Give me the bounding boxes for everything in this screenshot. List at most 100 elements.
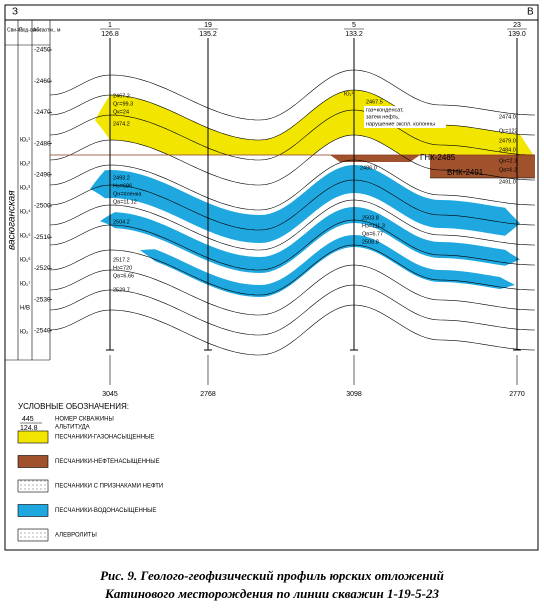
well-bottom: 2768 bbox=[200, 391, 216, 398]
depth-label: -2510 bbox=[34, 234, 51, 241]
well-annotation: Ю₁¹ bbox=[344, 91, 353, 97]
subsuite-label: Ю₁¹ bbox=[20, 138, 30, 144]
well-annotation: 2504.2 bbox=[113, 219, 130, 225]
well-bottom: 3045 bbox=[102, 391, 118, 398]
well-number: 5 bbox=[352, 22, 356, 29]
well-bottom: 2770 bbox=[509, 391, 525, 398]
col-title: Под-сви-та bbox=[19, 27, 45, 33]
col-title: Сви-та bbox=[7, 27, 23, 33]
depth-label: -2450 bbox=[34, 47, 51, 54]
legend-swatch bbox=[17, 504, 49, 517]
gas-sand bbox=[95, 90, 534, 155]
well-annotation: Qв=6.2 bbox=[499, 167, 517, 173]
subsuite-label: Ю₁³ bbox=[20, 186, 30, 192]
depth-label: -2470 bbox=[34, 109, 51, 116]
legend-swatch bbox=[17, 479, 49, 493]
well-annotation: 2493.2 bbox=[113, 175, 130, 181]
horizon bbox=[50, 109, 536, 161]
well-number: 1 bbox=[108, 22, 112, 29]
west-label: З bbox=[12, 7, 18, 18]
well-altitude: 135.2 bbox=[199, 31, 217, 38]
well-annotation: 2467.2 bbox=[113, 93, 130, 99]
well-number: 19 bbox=[204, 22, 212, 29]
horizon bbox=[50, 219, 536, 271]
horizon bbox=[50, 89, 536, 141]
well-altitude: 126.8 bbox=[101, 31, 119, 38]
well-annotation: 2517.2 bbox=[113, 257, 130, 263]
well-annotation: 2486.0 bbox=[360, 165, 377, 171]
depth-label: -2460 bbox=[34, 78, 51, 85]
well-annotation: Qв=6.66 bbox=[113, 273, 134, 279]
subsuite-label: Ю₁⁷ bbox=[20, 281, 30, 288]
well-annotation: Hэ=111.3 bbox=[362, 223, 385, 229]
subsuite-label: Ю₁⁴ bbox=[20, 209, 31, 216]
horizon bbox=[50, 199, 536, 251]
subsuite-label: Н/В bbox=[20, 306, 30, 312]
note-bg bbox=[364, 106, 446, 114]
legend-label: ПЕСЧАНИКИ-ВОДОНАСЫЩЕННЫЕ bbox=[55, 508, 156, 514]
horizon bbox=[50, 134, 536, 186]
vnk-label: ВНК-2491 bbox=[447, 168, 484, 177]
oil-sand bbox=[430, 155, 535, 178]
well-annotation: газ+конденсат, bbox=[366, 107, 404, 113]
subsuite-label: Ю₁⁶ bbox=[20, 257, 31, 264]
caption: Катинового месторождения по линии скважи… bbox=[104, 586, 439, 601]
east-label: В bbox=[527, 7, 534, 18]
well-annotation: 2508.8 bbox=[362, 239, 379, 245]
horizon bbox=[50, 284, 536, 336]
horizon bbox=[50, 69, 536, 121]
well-annotation: Qк=24 bbox=[113, 109, 129, 115]
well-altitude: 133.2 bbox=[345, 31, 363, 38]
well-annotation: 2467.5 bbox=[366, 99, 383, 105]
well-annotation: Hэ=720 bbox=[113, 265, 132, 271]
water-sand bbox=[90, 165, 520, 243]
legend-swatch bbox=[17, 430, 49, 444]
well-number: 23 bbox=[513, 22, 521, 29]
well-annotation: Qг=122 bbox=[499, 128, 518, 134]
horizon bbox=[50, 179, 536, 231]
horizon bbox=[50, 264, 536, 316]
well-annotation: затем нефть, bbox=[366, 114, 400, 120]
well-annotation: нарушение экспл. колонны bbox=[366, 121, 435, 127]
legend-text: АЛЬТИТУДА bbox=[55, 425, 90, 431]
well-annotation: 2474.2 bbox=[113, 121, 130, 127]
note-bg bbox=[364, 113, 446, 121]
legend-label: ПЕСЧАНИКИ-НЕФТЕНАСЫЩЕННЫЕ bbox=[55, 459, 160, 465]
well-annotation: 2479.0 bbox=[499, 138, 516, 144]
well-annotation: Qг=99.3 bbox=[113, 101, 133, 107]
depth-label: -2520 bbox=[34, 265, 51, 272]
well-annotation: 2529.7 bbox=[113, 287, 130, 293]
note-bg bbox=[364, 120, 446, 128]
frame bbox=[4, 4, 539, 551]
col-title: Абс. отм., м bbox=[33, 27, 61, 33]
depth-label: -2480 bbox=[34, 140, 51, 147]
horizon bbox=[50, 304, 536, 356]
well-annotation: Qн=пленка bbox=[113, 191, 142, 197]
horizon bbox=[50, 159, 536, 211]
suite-name: васюганская bbox=[7, 190, 18, 250]
water-sand bbox=[140, 235, 515, 297]
subsuite-label: Ю₁⁵ bbox=[20, 233, 31, 240]
legend-label: АЛЕВРОЛИТЫ bbox=[55, 533, 97, 539]
legend-sample: 124.8 bbox=[20, 425, 38, 432]
depth-label: -2500 bbox=[34, 203, 51, 210]
subsuite-label: Ю₁² bbox=[20, 162, 30, 168]
legend-text: НОМЕР СКВАЖИНЫ bbox=[55, 417, 114, 423]
well-annotation: Qн=2.3 bbox=[499, 158, 517, 164]
gnk-label: ГНК-2485 bbox=[420, 153, 456, 162]
well-bottom: 3098 bbox=[346, 391, 362, 398]
legend-sample: 445 bbox=[22, 416, 34, 423]
well-annotation: 2491.0 bbox=[499, 179, 516, 185]
caption: Рис. 9. Геолого-геофизический профиль юр… bbox=[100, 568, 444, 583]
well-annotation: 2503.8 bbox=[362, 215, 379, 221]
legend-title: УСЛОВНЫЕ ОБОЗНАЧЕНИЯ: bbox=[18, 402, 129, 411]
subsuite-label: Ю₂ bbox=[20, 330, 29, 336]
depth-label: -2490 bbox=[34, 172, 51, 179]
depth-label: -2540 bbox=[34, 328, 51, 335]
horizon bbox=[50, 244, 536, 296]
well-annotation: Qв=11.12 bbox=[113, 199, 137, 205]
legend-label: ПЕСЧАНИКИ-ГАЗОНАСЫЩЕННЫЕ bbox=[55, 435, 154, 441]
section bbox=[50, 69, 536, 356]
legend-swatch bbox=[17, 528, 49, 542]
